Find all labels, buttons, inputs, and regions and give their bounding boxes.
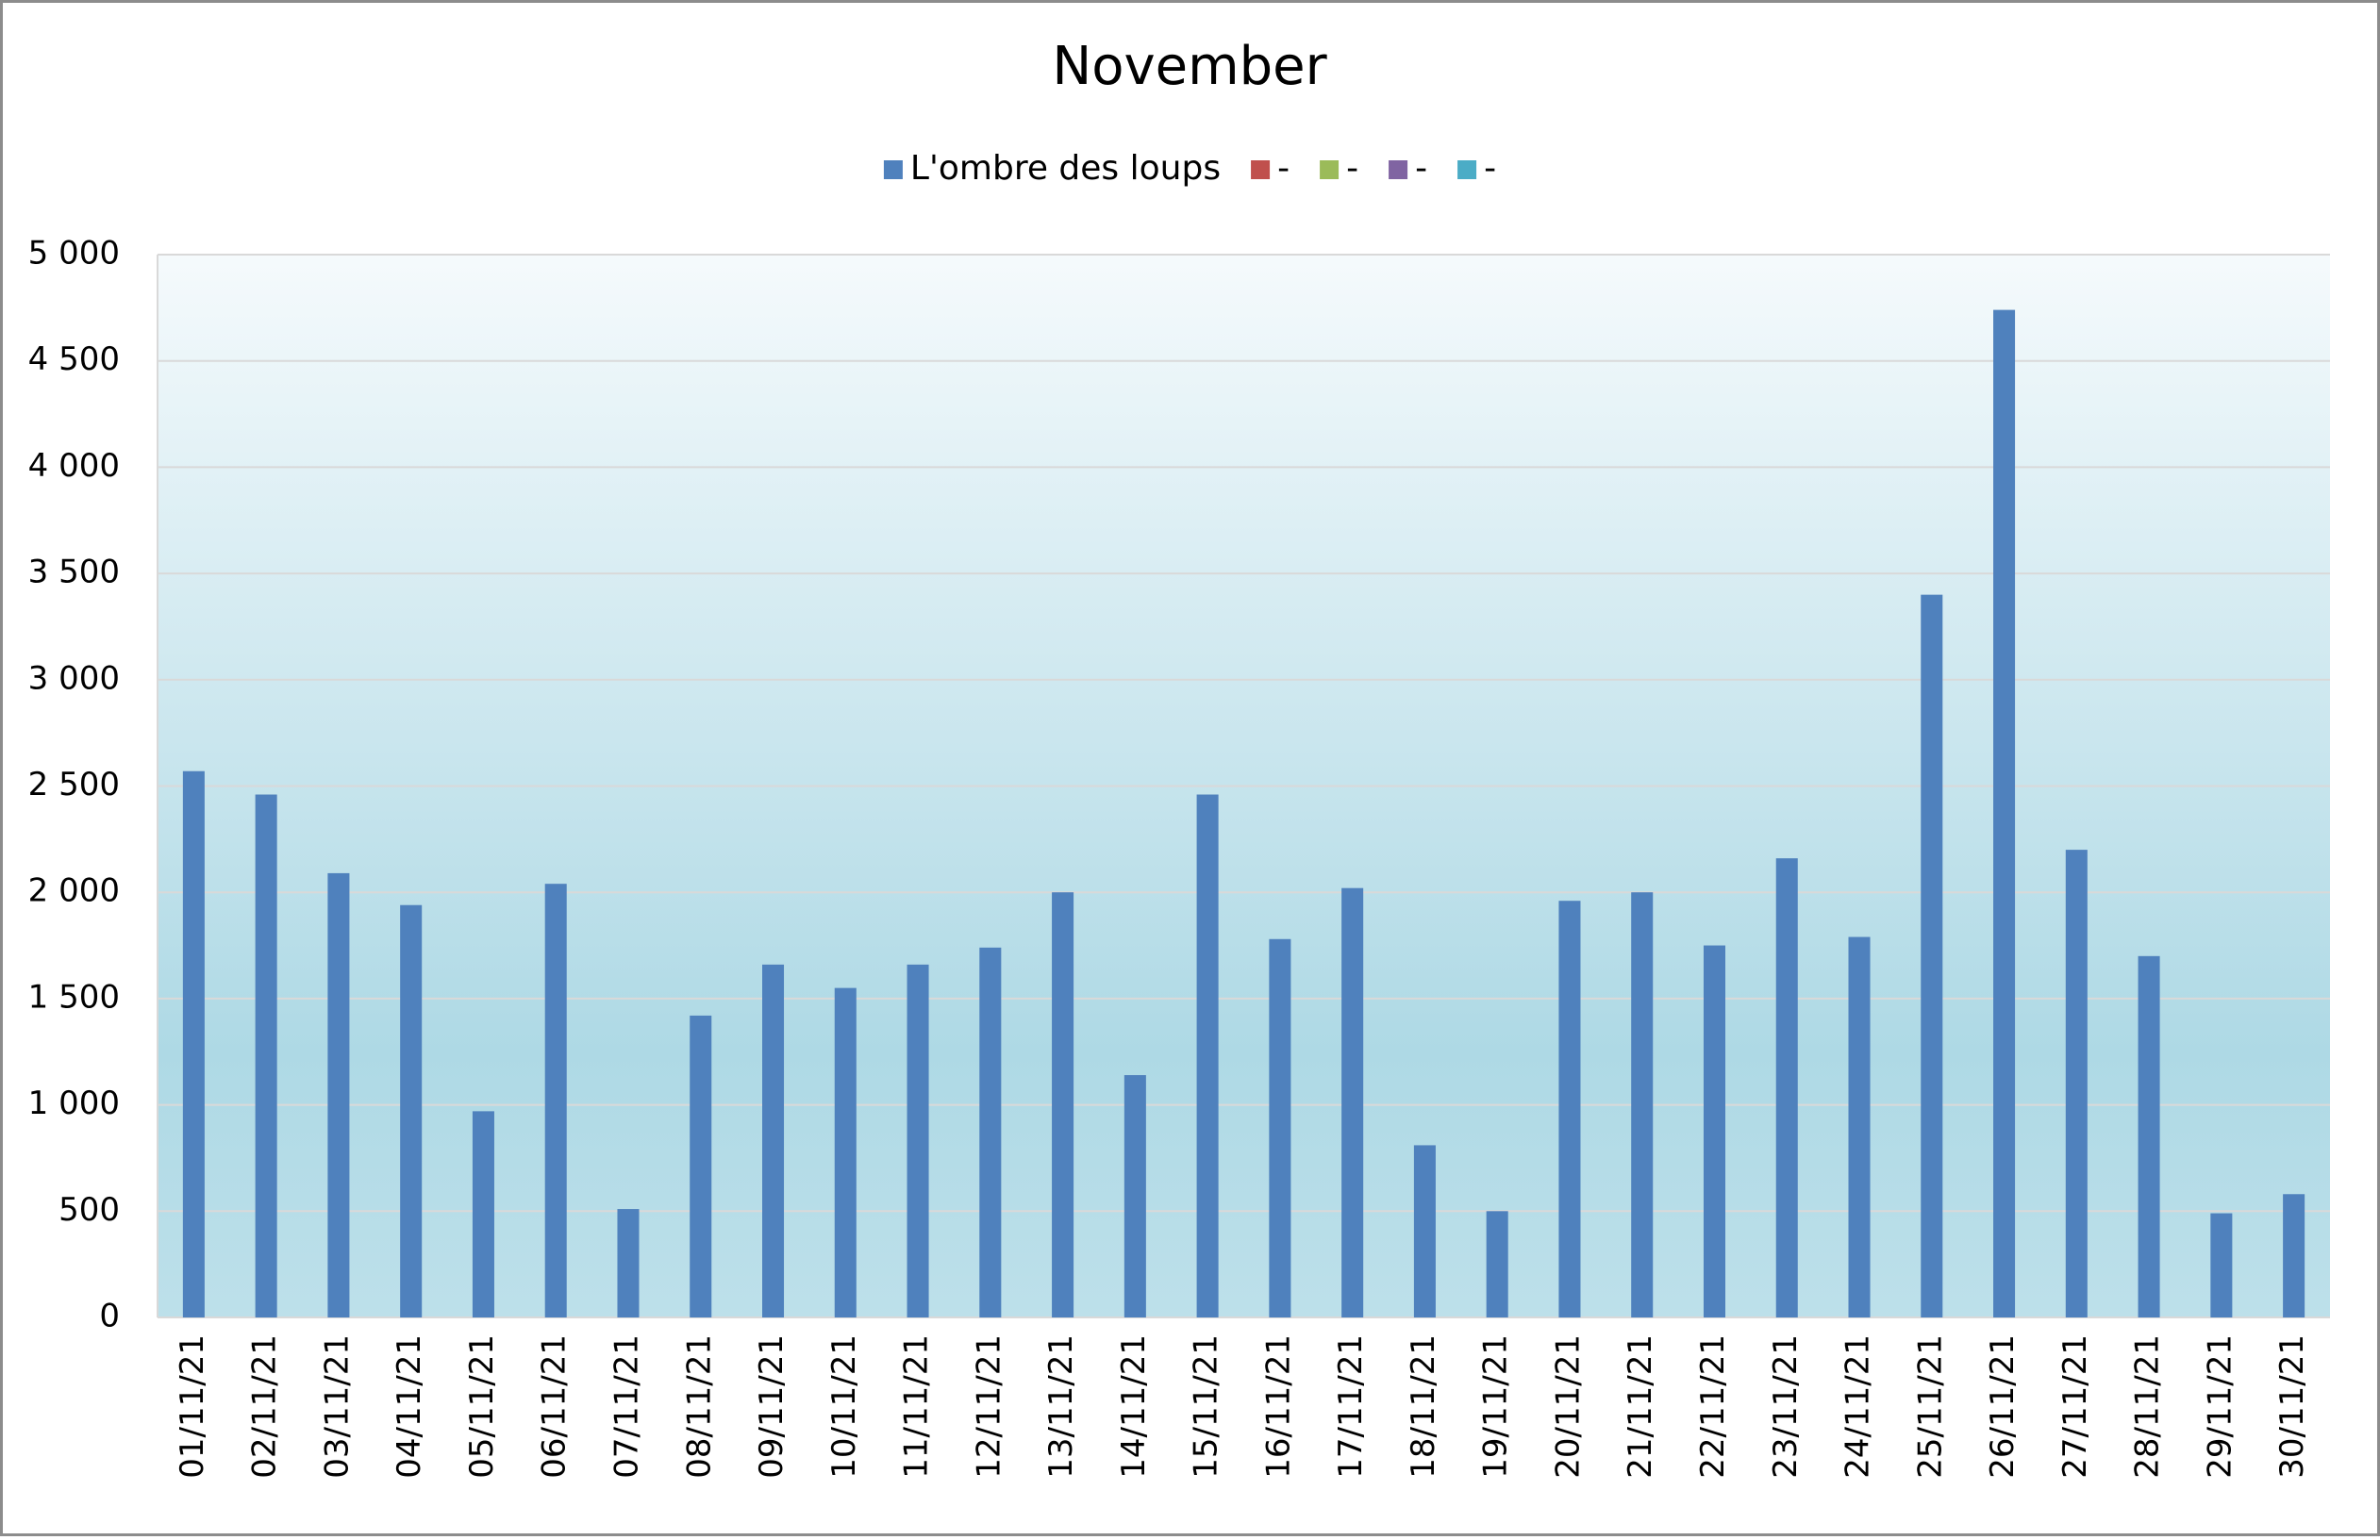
x-tick-label: 20/11/21 bbox=[1549, 1334, 1587, 1479]
legend: L'ombre des loups - - - - bbox=[883, 149, 1496, 188]
x-tick-label: 10/11/21 bbox=[825, 1334, 863, 1479]
bar bbox=[472, 1111, 494, 1317]
bar bbox=[400, 904, 423, 1317]
bar bbox=[2138, 955, 2160, 1317]
bar bbox=[1703, 945, 1725, 1317]
y-tick-label: 4 500 bbox=[28, 340, 120, 378]
chart-title: November bbox=[1052, 36, 1327, 97]
bar bbox=[1993, 309, 2016, 1317]
legend-label: - bbox=[1277, 149, 1290, 188]
bar bbox=[1052, 892, 1074, 1317]
bar bbox=[1269, 938, 1291, 1317]
bar bbox=[1775, 858, 1798, 1317]
x-tick-label: 12/11/21 bbox=[970, 1334, 1007, 1479]
x-tick-label: 19/11/21 bbox=[1477, 1334, 1515, 1479]
bar bbox=[834, 987, 857, 1317]
x-tick-label: 22/11/21 bbox=[1694, 1334, 1732, 1479]
legend-label: - bbox=[1484, 149, 1496, 188]
x-tick-label: 16/11/21 bbox=[1259, 1334, 1297, 1479]
x-tick-label: 21/11/21 bbox=[1622, 1334, 1659, 1479]
legend-label: - bbox=[1346, 149, 1358, 188]
x-tick-label: 06/11/21 bbox=[536, 1334, 574, 1479]
legend-swatch bbox=[1251, 160, 1271, 179]
bar bbox=[2210, 1213, 2233, 1317]
legend-swatch bbox=[1389, 160, 1408, 179]
bar bbox=[907, 964, 929, 1317]
x-tick-label: 15/11/21 bbox=[1188, 1334, 1225, 1479]
x-tick-label: 27/11/21 bbox=[2056, 1334, 2094, 1479]
bar bbox=[1558, 901, 1581, 1317]
y-tick-label: 2 000 bbox=[28, 872, 120, 910]
bar bbox=[255, 794, 277, 1317]
x-tick-label: 05/11/21 bbox=[463, 1334, 501, 1479]
y-tick-label: 2 500 bbox=[28, 766, 120, 803]
bar bbox=[762, 964, 785, 1317]
y-tick-label: 1 000 bbox=[28, 1085, 120, 1122]
bar bbox=[1631, 892, 1654, 1317]
x-tick-label: 24/11/21 bbox=[1839, 1334, 1877, 1479]
bar bbox=[2283, 1194, 2305, 1317]
x-tick-label: 30/11/21 bbox=[2273, 1334, 2311, 1479]
y-tick-label: 3 000 bbox=[28, 659, 120, 697]
bar bbox=[544, 884, 567, 1317]
bar bbox=[617, 1209, 640, 1317]
x-tick-label: 17/11/21 bbox=[1332, 1334, 1370, 1479]
bar bbox=[1848, 936, 1871, 1317]
y-tick-label: 1 500 bbox=[28, 978, 120, 1016]
bar bbox=[979, 947, 1002, 1317]
legend-label: L'ombre des loups bbox=[910, 149, 1221, 188]
bar bbox=[1341, 887, 1364, 1317]
bar bbox=[327, 872, 350, 1317]
y-tick-label: 3 500 bbox=[28, 554, 120, 591]
x-tick-label: 25/11/21 bbox=[1911, 1334, 1949, 1479]
bar bbox=[1413, 1145, 1436, 1317]
legend-swatch bbox=[883, 160, 903, 179]
x-tick-label: 18/11/21 bbox=[1405, 1334, 1442, 1479]
bar bbox=[1196, 794, 1219, 1317]
x-tick-label: 11/11/21 bbox=[898, 1334, 936, 1479]
x-tick-label: 13/11/21 bbox=[1042, 1334, 1080, 1479]
y-tick-label: 4 000 bbox=[28, 447, 120, 485]
legend-swatch bbox=[1457, 160, 1477, 179]
bar bbox=[1921, 594, 1943, 1317]
x-tick-label: 08/11/21 bbox=[680, 1334, 718, 1479]
bar bbox=[182, 770, 205, 1317]
y-tick-label: 0 bbox=[99, 1298, 120, 1335]
x-tick-label: 02/11/21 bbox=[246, 1334, 284, 1479]
x-tick-label: 29/11/21 bbox=[2201, 1334, 2239, 1479]
x-tick-label: 09/11/21 bbox=[753, 1334, 791, 1479]
x-tick-label: 07/11/21 bbox=[607, 1334, 645, 1479]
bar bbox=[690, 1015, 712, 1317]
x-tick-label: 28/11/21 bbox=[2129, 1334, 2167, 1479]
x-tick-label: 26/11/21 bbox=[1984, 1334, 2022, 1479]
legend-swatch bbox=[1320, 160, 1340, 179]
x-tick-label: 01/11/21 bbox=[174, 1334, 211, 1479]
x-tick-label: 03/11/21 bbox=[318, 1334, 356, 1479]
x-tick-label: 04/11/21 bbox=[391, 1334, 428, 1479]
y-tick-label: 500 bbox=[58, 1191, 120, 1229]
x-tick-label: 14/11/21 bbox=[1115, 1334, 1153, 1479]
bar bbox=[2065, 850, 2088, 1317]
x-tick-label: 23/11/21 bbox=[1767, 1334, 1805, 1479]
y-tick-label: 5 000 bbox=[28, 235, 120, 273]
legend-label: - bbox=[1415, 149, 1427, 188]
bar bbox=[1123, 1075, 1146, 1317]
bar bbox=[1486, 1211, 1508, 1317]
